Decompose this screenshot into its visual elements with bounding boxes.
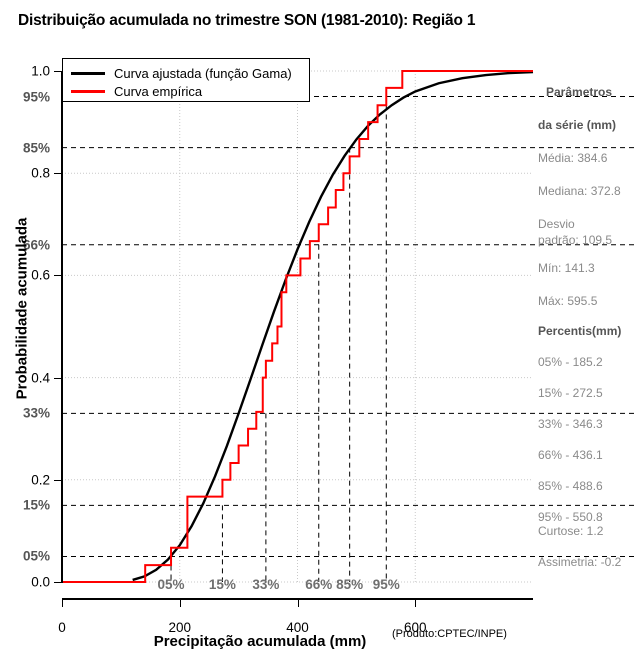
y-tick-mark <box>54 173 61 175</box>
y-tick-mark <box>54 71 61 72</box>
y-tick-label-0.8: 0.8 <box>31 165 50 181</box>
legend-label-fitted: Curva ajustada (função Gama) <box>114 65 292 81</box>
y-tick-mark <box>54 582 61 583</box>
x-tick-label-200: 200 <box>168 620 192 635</box>
shape-stats-panel: Curtose: 1.2 Assimetria: -0.2 <box>538 524 640 586</box>
y-tick-label-0.0: 0.0 <box>31 574 50 590</box>
percentiles-heading: Percentis(mm) <box>538 324 622 338</box>
percentiles-panel: Percentis(mm) 05% - 185.2 15% - 272.5 33… <box>538 324 640 541</box>
percentile-33: 33% - 346.3 <box>538 417 603 431</box>
percentile-85: 85% - 488.6 <box>538 479 603 493</box>
percentile-05: 05% - 185.2 <box>538 355 603 369</box>
y-tick-label-0.2: 0.2 <box>31 472 50 488</box>
stat-min: Mín: 141.3 <box>538 261 595 275</box>
x-percentile-label-05: 05% <box>158 577 185 592</box>
y-percentile-label-33: 33% <box>22 405 50 421</box>
y-tick-label-0.6: 0.6 <box>31 267 50 283</box>
legend-label-empirical: Curva empírica <box>114 83 203 99</box>
legend: Curva ajustada (função Gama) Curva empír… <box>62 58 310 102</box>
x-tick-label-400: 400 <box>286 620 309 635</box>
y-percentile-label-66: 66% <box>22 237 50 253</box>
series-fitted <box>132 70 534 582</box>
stat-media: Média: 384.6 <box>538 151 608 165</box>
page-title: Distribuição acumulada no trimestre SON … <box>18 12 476 29</box>
legend-swatch-fitted <box>71 71 105 75</box>
parameters-heading-line1: Parâmetros <box>546 85 613 99</box>
x-tick-mark <box>297 600 299 607</box>
parameters-panel: Parâmetros da série (mm) Média: 384.6 Me… <box>538 85 640 327</box>
credit-text: (Produto:CPTEC/INPE) <box>392 628 507 640</box>
x-percentile-label-66: 66% <box>305 577 332 592</box>
x-tick-mark <box>62 600 63 607</box>
x-axis-line <box>62 598 533 600</box>
legend-item-fitted: Curva ajustada (função Gama) <box>71 64 301 82</box>
y-percentile-label-95: 95% <box>22 89 50 105</box>
y-percentile-label-15: 15% <box>22 497 50 513</box>
parameters-heading-line2: da série (mm) <box>538 118 617 132</box>
percentile-15: 15% - 272.5 <box>538 386 603 400</box>
legend-swatch-empirical <box>71 89 105 93</box>
stat-curtose: Curtose: 1.2 <box>538 524 604 538</box>
y-percentile-label-05: 05% <box>22 548 50 564</box>
percentile-95: 95% - 550.8 <box>538 510 603 524</box>
y-tick-label-1.0: 1.0 <box>31 63 50 79</box>
y-percentile-label-85: 85% <box>22 140 50 156</box>
x-tick-label-0: 0 <box>58 620 66 635</box>
y-axis-title: Probabilidade acumulada <box>13 217 31 400</box>
stat-assimetria: Assimetria: -0.2 <box>538 555 622 569</box>
stat-desvio-line1: Desvio <box>538 217 575 231</box>
x-percentile-label-95: 95% <box>373 577 400 592</box>
series-empirical <box>62 70 533 583</box>
x-percentile-label-15: 15% <box>209 577 236 592</box>
x-tick-mark <box>415 600 417 607</box>
y-tick-mark <box>54 479 61 481</box>
legend-item-empirical: Curva empírica <box>71 82 301 100</box>
y-tick-label-0.4: 0.4 <box>31 370 50 386</box>
y-tick-mark <box>54 377 61 379</box>
y-axis-line <box>61 71 63 583</box>
x-percentile-label-85: 85% <box>336 577 363 592</box>
percentile-66: 66% - 436.1 <box>538 448 603 462</box>
stat-max: Máx: 595.5 <box>538 294 598 308</box>
y-tick-mark <box>54 275 61 277</box>
x-percentile-label-33: 33% <box>252 577 279 592</box>
x-tick-mark <box>179 600 181 607</box>
stat-desvio-line2: padrão: 109.5 <box>538 233 613 247</box>
x-axis-title: Precipitação acumulada (mm) <box>153 633 367 650</box>
x-tick-label-600: 600 <box>403 620 427 635</box>
stat-mediana: Mediana: 372.8 <box>538 184 621 198</box>
